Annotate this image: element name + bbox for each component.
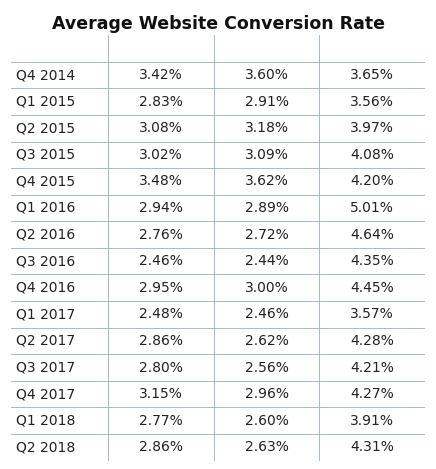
- Text: US: US: [255, 41, 278, 56]
- Text: Q2 2017: Q2 2017: [16, 334, 75, 348]
- Text: 2.80%: 2.80%: [139, 361, 183, 375]
- Text: Q4 2015: Q4 2015: [16, 174, 75, 189]
- Text: 3.48%: 3.48%: [139, 174, 183, 189]
- Text: 3.09%: 3.09%: [245, 148, 289, 162]
- Text: 2.56%: 2.56%: [245, 361, 289, 375]
- Text: Q4 2016: Q4 2016: [16, 281, 75, 295]
- Text: Q3 2017: Q3 2017: [16, 361, 75, 375]
- Text: 3.91%: 3.91%: [350, 414, 394, 428]
- Text: 2.89%: 2.89%: [245, 201, 289, 215]
- Text: 4.08%: 4.08%: [351, 148, 394, 162]
- Text: 2.91%: 2.91%: [245, 95, 289, 109]
- Text: 2.76%: 2.76%: [139, 227, 183, 242]
- Text: 3.65%: 3.65%: [351, 68, 394, 82]
- Text: 4.20%: 4.20%: [351, 174, 394, 189]
- Text: 2.94%: 2.94%: [139, 201, 183, 215]
- Text: 2.86%: 2.86%: [139, 440, 183, 454]
- Text: Q4 2017: Q4 2017: [16, 387, 75, 401]
- Text: 2.83%: 2.83%: [139, 95, 183, 109]
- Text: 2.96%: 2.96%: [245, 387, 289, 401]
- Text: 5.01%: 5.01%: [351, 201, 394, 215]
- Text: 3.97%: 3.97%: [351, 121, 394, 135]
- Text: 3.56%: 3.56%: [351, 95, 394, 109]
- Text: 2.72%: 2.72%: [245, 227, 289, 242]
- Text: 3.60%: 3.60%: [245, 68, 289, 82]
- Text: 2.46%: 2.46%: [139, 254, 183, 268]
- Text: 2.44%: 2.44%: [245, 254, 289, 268]
- Text: Quarter: Quarter: [27, 41, 92, 56]
- Text: 4.64%: 4.64%: [351, 227, 394, 242]
- Text: 3.15%: 3.15%: [139, 387, 183, 401]
- Text: UK: UK: [361, 41, 384, 56]
- Text: 2.60%: 2.60%: [245, 414, 289, 428]
- Text: 3.18%: 3.18%: [245, 121, 289, 135]
- Text: 3.42%: 3.42%: [139, 68, 183, 82]
- Text: 4.28%: 4.28%: [351, 334, 394, 348]
- Text: 4.35%: 4.35%: [351, 254, 394, 268]
- Text: Q1 2015: Q1 2015: [16, 95, 75, 109]
- Text: Q1 2017: Q1 2017: [16, 307, 75, 321]
- Text: Q2 2015: Q2 2015: [16, 121, 75, 135]
- Text: 3.08%: 3.08%: [139, 121, 183, 135]
- Text: Q2 2016: Q2 2016: [16, 227, 75, 242]
- Text: 2.95%: 2.95%: [139, 281, 183, 295]
- Text: Average Website Conversion Rate: Average Website Conversion Rate: [51, 15, 385, 33]
- Text: 4.27%: 4.27%: [351, 387, 394, 401]
- Text: 4.21%: 4.21%: [351, 361, 394, 375]
- Text: 2.77%: 2.77%: [139, 414, 183, 428]
- Text: Q3 2016: Q3 2016: [16, 254, 75, 268]
- Text: Q1 2018: Q1 2018: [16, 414, 75, 428]
- Text: 3.00%: 3.00%: [245, 281, 289, 295]
- Text: 2.86%: 2.86%: [139, 334, 183, 348]
- Text: 2.62%: 2.62%: [245, 334, 289, 348]
- Text: Q1 2016: Q1 2016: [16, 201, 75, 215]
- Text: Q3 2015: Q3 2015: [16, 148, 75, 162]
- Text: 3.57%: 3.57%: [351, 307, 394, 321]
- Text: 3.02%: 3.02%: [139, 148, 183, 162]
- Text: 2.63%: 2.63%: [245, 440, 289, 454]
- Text: 3.62%: 3.62%: [245, 174, 289, 189]
- Text: Global: Global: [135, 41, 187, 56]
- Text: 4.45%: 4.45%: [351, 281, 394, 295]
- Text: Q4 2014: Q4 2014: [16, 68, 75, 82]
- Text: 4.31%: 4.31%: [351, 440, 394, 454]
- Text: 2.46%: 2.46%: [245, 307, 289, 321]
- Text: 2.48%: 2.48%: [139, 307, 183, 321]
- Text: Q2 2018: Q2 2018: [16, 440, 75, 454]
